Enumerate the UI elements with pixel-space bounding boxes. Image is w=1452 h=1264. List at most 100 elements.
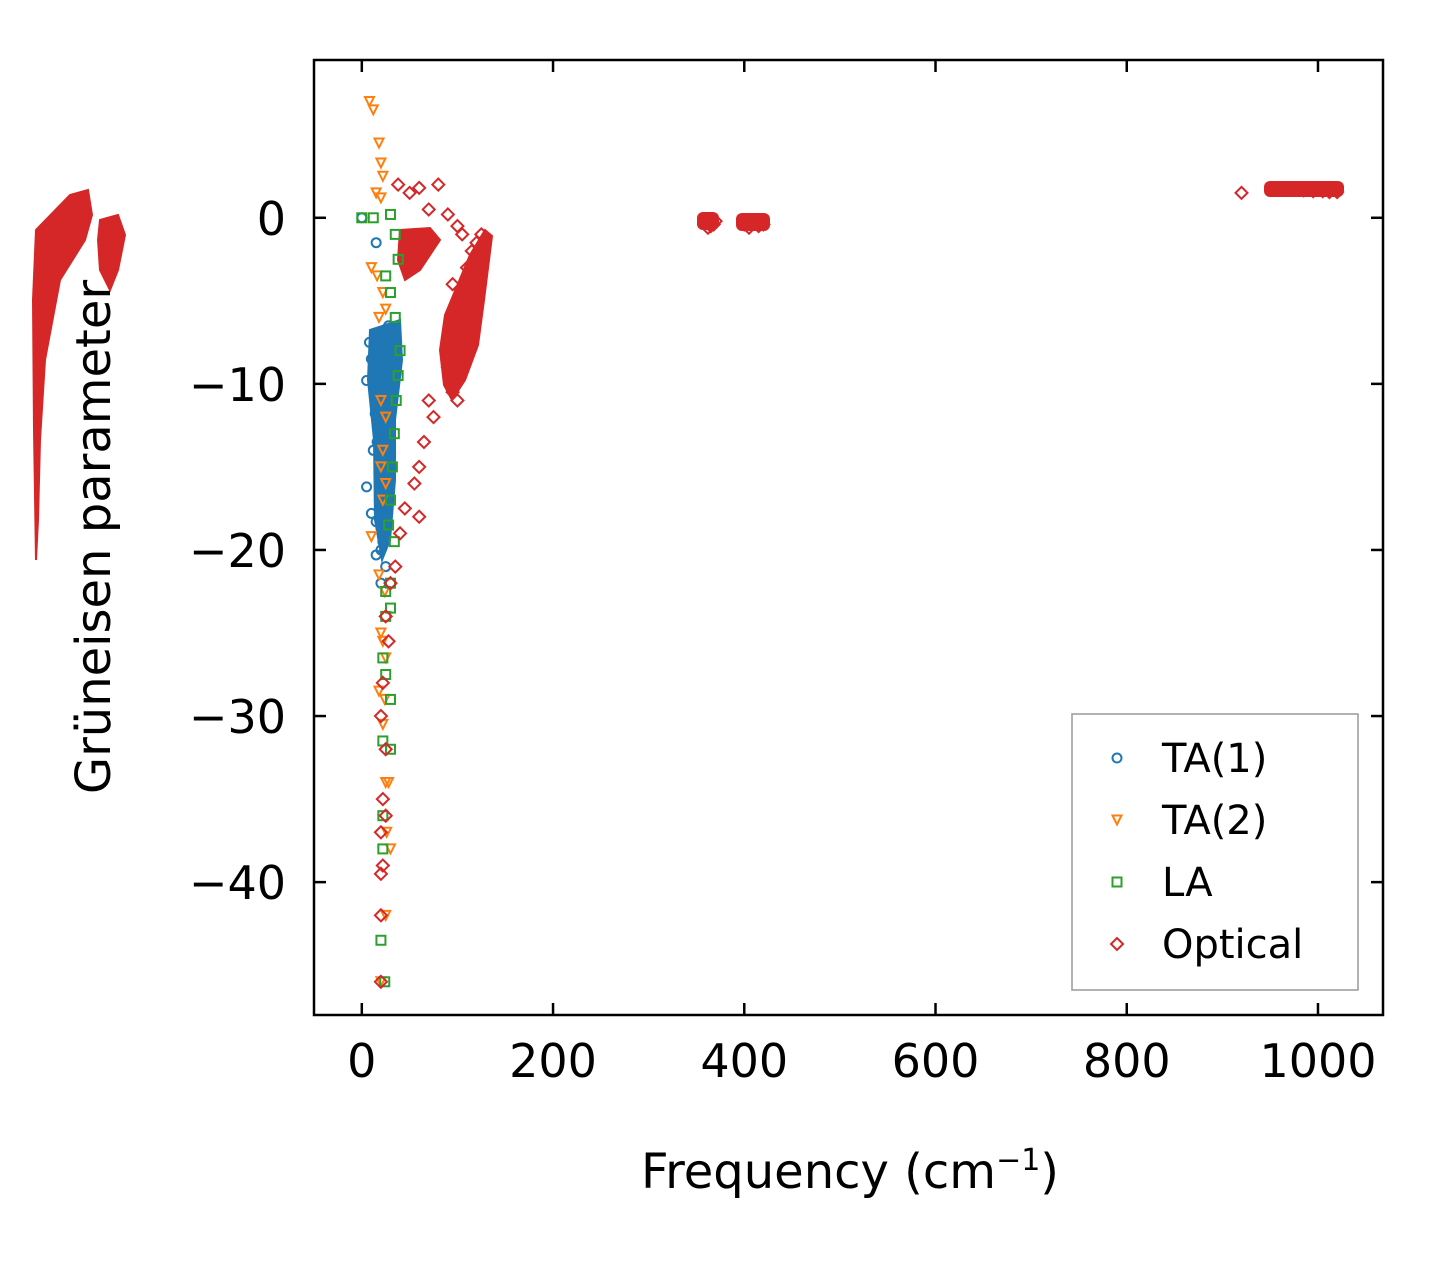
la-marker (384, 287, 396, 299)
ta2-marker (376, 444, 389, 458)
la-marker (390, 394, 402, 406)
la-marker (367, 212, 379, 224)
x-axis-label-main: Frequency (cm (641, 1144, 996, 1200)
optical-marker (378, 608, 394, 624)
optical-marker (440, 359, 456, 375)
plot-frame (312, 58, 1385, 1017)
optical-marker (381, 633, 396, 649)
ta2-marker (365, 262, 378, 275)
optical-marker (402, 185, 418, 201)
ta2-marker (382, 776, 395, 790)
optical-marker (1305, 183, 1321, 199)
la-marker (375, 934, 387, 946)
ta1-marker (365, 353, 377, 365)
optical-marker (390, 177, 406, 192)
y-tick-label: −20 (189, 524, 286, 578)
x-tick-label: 0 (347, 1034, 376, 1088)
x-tick-label: 600 (892, 1034, 980, 1088)
la-marker (384, 743, 396, 755)
optical-marker (397, 501, 413, 516)
la-marker (377, 843, 389, 855)
optical-marker (700, 220, 716, 236)
optical-marker (392, 525, 408, 541)
ta1-marker (376, 428, 388, 440)
la-marker (392, 370, 404, 382)
la-marker (386, 461, 398, 473)
optical-marker (411, 459, 427, 475)
legend: TA(1) TA(2) LA Optical (1071, 713, 1359, 991)
y-tick-label: −30 (189, 690, 286, 744)
ta1-marker (361, 481, 373, 493)
ta1-marker (379, 345, 391, 357)
legend-label-optical: Optical (1162, 922, 1303, 968)
ta1-marker (369, 408, 381, 420)
optical-marker (1329, 184, 1345, 200)
la-marker (377, 652, 389, 664)
y-tick-label: −10 (189, 358, 286, 412)
x-tick-label: 800 (1083, 1034, 1171, 1088)
ta2-marker (378, 693, 391, 707)
ta2-marker (376, 635, 389, 649)
ta2-marker (374, 394, 388, 408)
ta2-marker (372, 685, 386, 698)
optical-marker (411, 509, 427, 525)
optical-marker (373, 708, 389, 724)
ta1-marker (377, 328, 389, 340)
ta2-marker (367, 104, 380, 117)
ta2-marker (374, 192, 388, 205)
legend-marker-ta2 (1110, 814, 1124, 827)
ta2-marker (376, 170, 389, 183)
optical-marker (751, 218, 767, 234)
la-marker (384, 693, 396, 705)
la-marker (380, 270, 392, 282)
optical-marker (450, 393, 465, 408)
la-marker (356, 212, 368, 224)
legend-label-ta1: TA(1) (1161, 736, 1267, 782)
ta2-marker (379, 478, 392, 491)
y-tick-label: −40 (189, 856, 286, 910)
legend-label-la: LA (1162, 860, 1213, 906)
la-marker (394, 345, 406, 357)
ta1-marker (381, 378, 393, 390)
ta1-marker (384, 361, 396, 373)
optical-dense-cloud (31, 181, 1344, 561)
optical-marker (459, 260, 475, 276)
legend-frame (1071, 713, 1359, 991)
optical-marker (430, 177, 446, 192)
la-marker (380, 585, 392, 597)
legend-label-ta2: TA(2) (1161, 798, 1267, 844)
ta1-marker (370, 549, 382, 561)
ta1-marker (386, 331, 398, 343)
optical-band-4 (396, 226, 442, 282)
la-marker (388, 536, 400, 548)
optical-marker (373, 866, 389, 882)
optical-marker (383, 575, 398, 591)
legend-marker-la (1111, 876, 1123, 888)
la-marker (384, 494, 396, 506)
ta1-marker (375, 502, 387, 514)
optical-marker (406, 476, 422, 491)
y-ticks: 0 −10 −20 −30 −40 (189, 192, 1383, 910)
ta2-marker (379, 411, 392, 424)
optical-marker (373, 907, 389, 923)
optical-marker (378, 741, 394, 757)
ta1-marker (367, 365, 379, 377)
ta1-marker (383, 320, 395, 332)
optical-marker (373, 824, 389, 840)
ta2-marker (379, 652, 392, 665)
optical-marker (440, 207, 456, 222)
la-marker (384, 208, 396, 220)
ta2-marker (379, 303, 392, 316)
x-tick-label: 1000 (1259, 1034, 1376, 1088)
optical-marker (426, 409, 441, 425)
scatter-markers (356, 96, 1345, 990)
ta1-marker (370, 237, 382, 249)
la-marker (389, 228, 401, 240)
optical-marker (755, 217, 771, 232)
x-tick-label: 400 (700, 1034, 788, 1088)
ta2-marker (374, 627, 388, 640)
optical-marker (378, 808, 394, 824)
optical-marker (1234, 185, 1249, 201)
optical-marker (421, 393, 437, 408)
